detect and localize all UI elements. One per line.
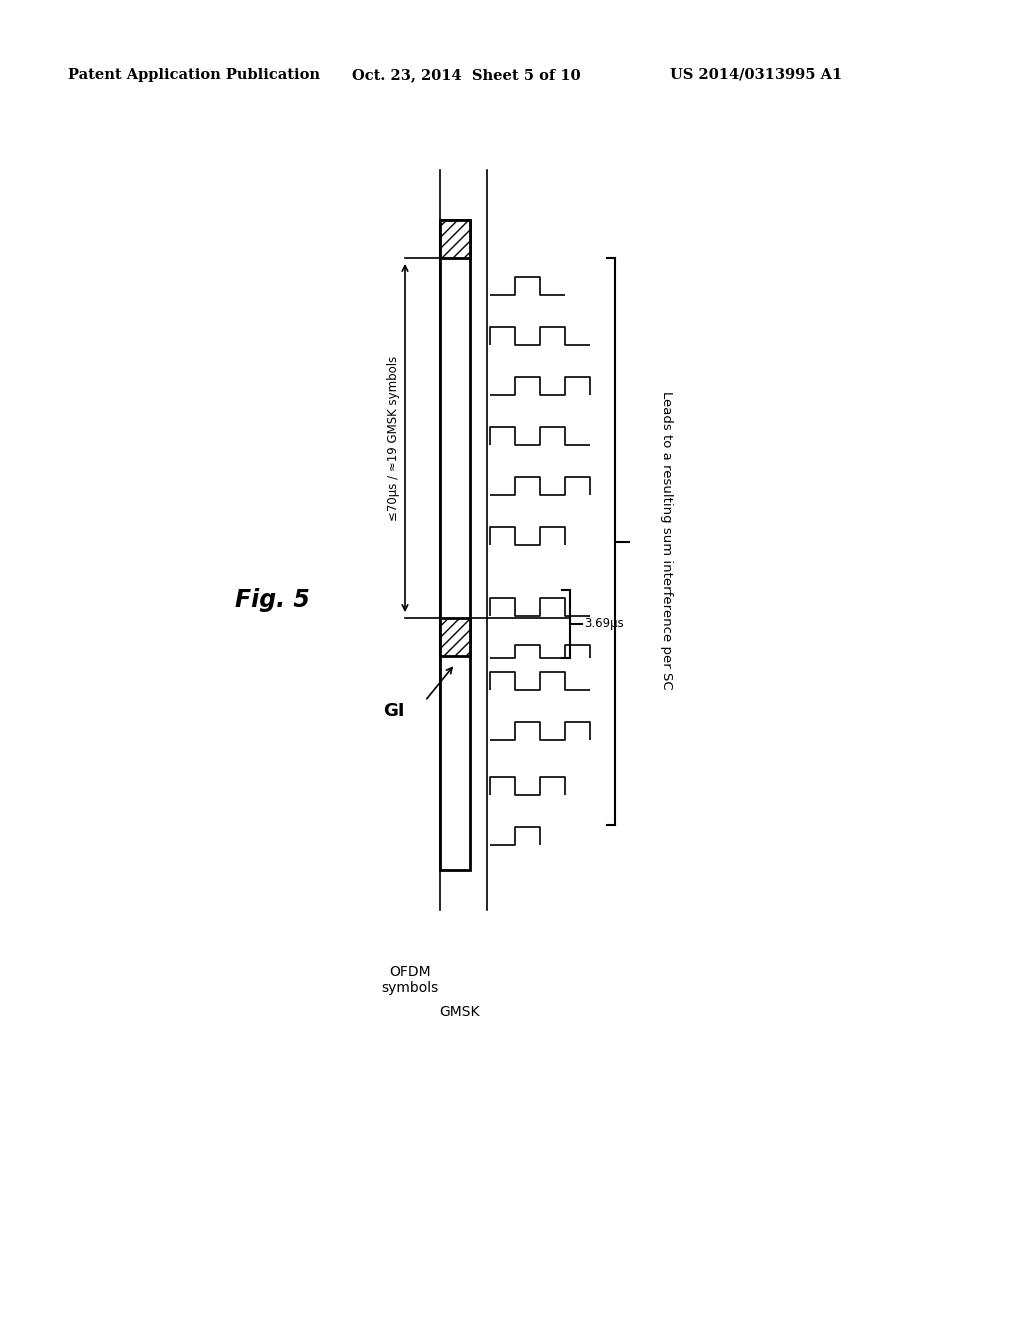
Text: OFDM
symbols: OFDM symbols <box>381 965 438 995</box>
Text: Fig. 5: Fig. 5 <box>234 587 310 612</box>
Bar <box>440 220 470 870</box>
Bar <box>440 220 470 257</box>
Text: Oct. 23, 2014  Sheet 5 of 10: Oct. 23, 2014 Sheet 5 of 10 <box>352 69 581 82</box>
Text: GI: GI <box>384 702 406 719</box>
Text: ≤70μs / ≈19 GMSK symbols: ≤70μs / ≈19 GMSK symbols <box>387 355 400 520</box>
Text: GMSK: GMSK <box>439 1005 480 1019</box>
Text: Leads to a resulting sum interference per SC: Leads to a resulting sum interference pe… <box>660 391 673 689</box>
Bar <box>440 618 470 656</box>
Text: US 2014/0313995 A1: US 2014/0313995 A1 <box>670 69 843 82</box>
Text: Patent Application Publication: Patent Application Publication <box>68 69 319 82</box>
Text: 3.69μs: 3.69μs <box>584 618 624 631</box>
